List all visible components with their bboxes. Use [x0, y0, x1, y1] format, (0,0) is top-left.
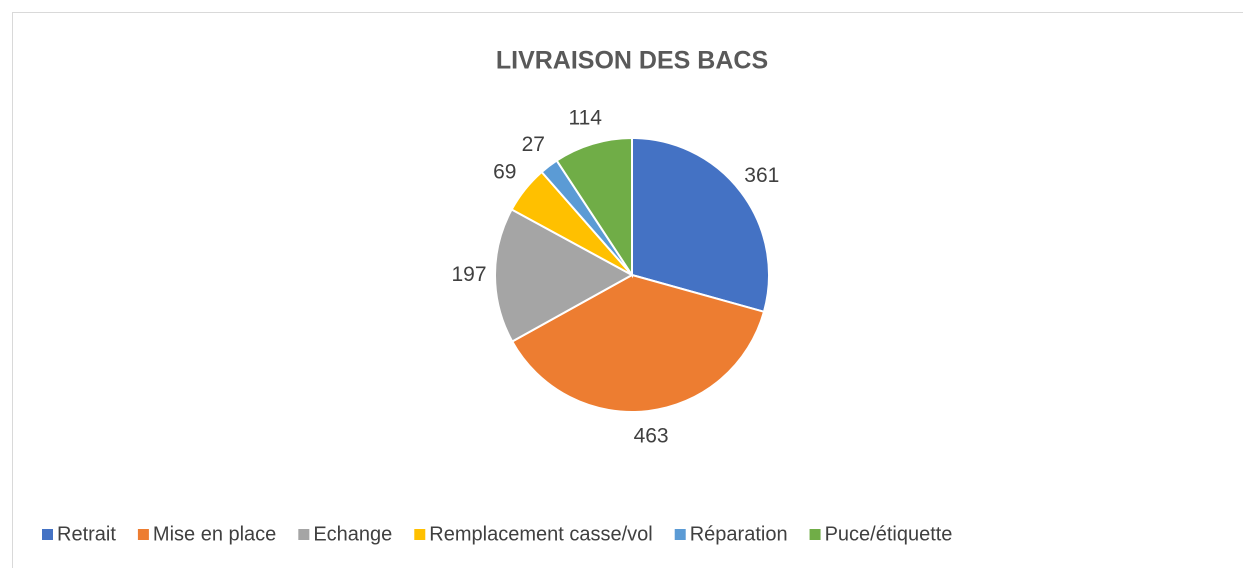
data-label: 197 [451, 263, 486, 286]
legend-label: Mise en place [153, 523, 276, 545]
legend-marker [809, 529, 821, 540]
legend-marker [414, 529, 426, 540]
chart-title: LIVRAISON DES BACS [496, 47, 768, 75]
data-label: 69 [493, 161, 516, 184]
pie-slice [494, 208, 635, 343]
pie-slice [510, 273, 766, 413]
legend-label: Puce/étiquette [825, 523, 953, 545]
legend-label: Echange [313, 523, 392, 545]
data-label: 463 [634, 424, 669, 447]
data-label: 361 [744, 164, 779, 187]
legend-label: Retrait [57, 523, 116, 545]
legend-label: Remplacement casse/vol [429, 523, 652, 545]
legend-marker [42, 529, 53, 540]
legend-marker [298, 529, 310, 540]
data-label: 114 [569, 106, 603, 129]
pie-slice [555, 136, 633, 279]
pie-slice [631, 136, 770, 314]
legend-marker [137, 529, 149, 540]
legend-label: Réparation [690, 523, 788, 545]
legend-marker [674, 529, 686, 540]
data-label: 27 [522, 133, 545, 156]
